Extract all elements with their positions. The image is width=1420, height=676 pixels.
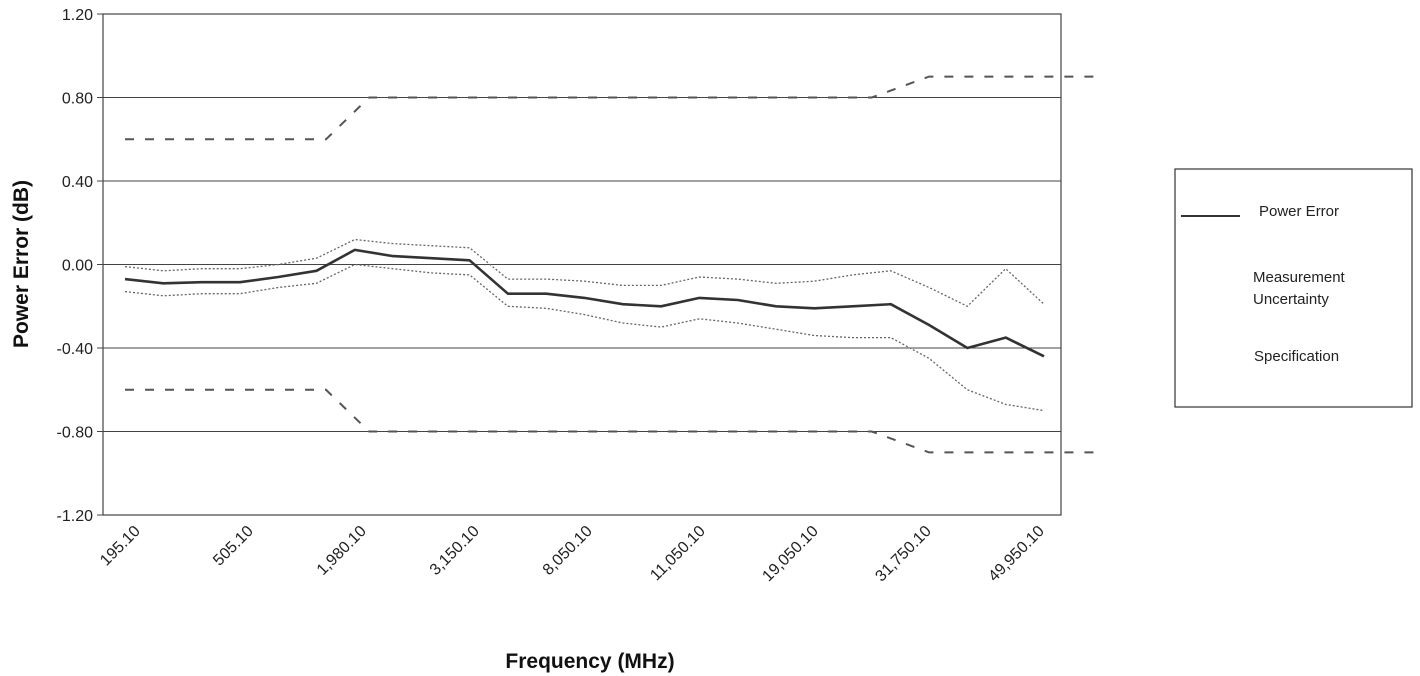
legend-specification-label: Specification: [1254, 348, 1339, 365]
x-tick-label: 505.10: [210, 523, 257, 570]
power-error-line: [124, 248, 1045, 358]
x-tick-label: 31,750.10: [872, 523, 934, 585]
gridlines: [103, 97, 1061, 432]
x-axis-title: Frequency (MHz): [505, 650, 674, 673]
uncertainty-lower-line: [124, 263, 1045, 412]
y-tick-label: -0.40: [57, 341, 94, 358]
series-lines: [124, 75, 1102, 454]
y-axis-title: Power Error (dB): [10, 180, 33, 348]
legend-power-error-label: Power Error: [1259, 203, 1339, 220]
y-tick-label: -1.20: [57, 508, 94, 525]
legend-uncertainty-label-2: Uncertainty: [1253, 291, 1329, 308]
x-tick-label: 3,150.10: [427, 523, 483, 579]
x-tick-label: 195.10: [97, 523, 144, 570]
legend-uncertainty-label-1: Measurement: [1253, 269, 1346, 286]
specification-lower-line: [125, 388, 1102, 454]
x-tick-label: 8,050.10: [540, 523, 596, 579]
y-tick-label: -0.80: [57, 425, 94, 442]
legend: Power Error Measurement Uncertainty Spec…: [1174, 168, 1413, 408]
x-tick-label: 19,050.10: [759, 523, 821, 585]
x-tick-label: 1,980.10: [314, 523, 370, 579]
y-tick-label: 0.40: [62, 174, 93, 191]
specification-upper-line: [125, 75, 1102, 141]
uncertainty-upper-line: [124, 238, 1045, 308]
x-axis-ticks: 195.10 505.10 1,980.10 3,150.10 8,050.10 11,0…: [97, 523, 1048, 585]
y-tick-label: 0.00: [62, 258, 93, 275]
x-tick-label: 11,050.10: [647, 523, 709, 585]
y-tick-label: 1.20: [62, 7, 93, 24]
x-tick-label: 49,950.10: [985, 523, 1047, 585]
legend-box: [1174, 168, 1413, 408]
y-tick-label: 0.80: [62, 91, 93, 108]
y-axis-ticks: 1.20 0.80 0.40 0.00 -0.40 -0.80 -1.20: [57, 7, 103, 525]
